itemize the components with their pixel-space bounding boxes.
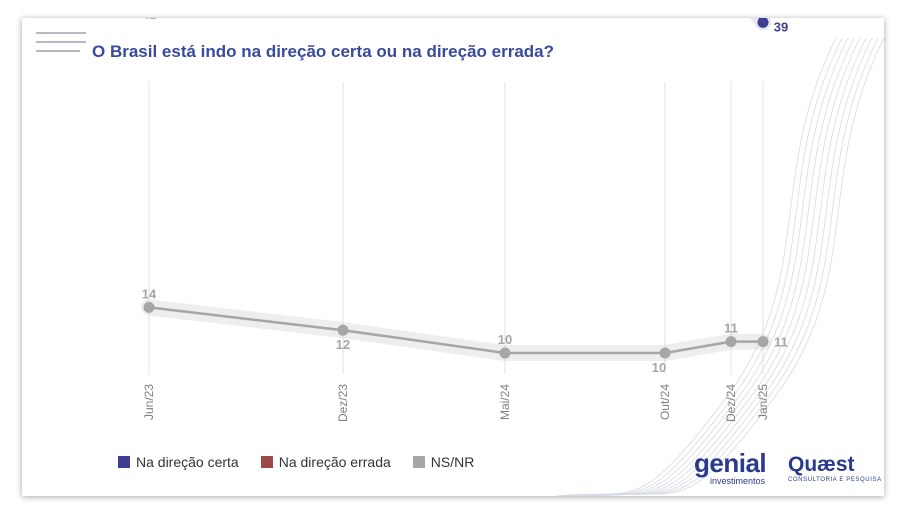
legend-swatch-certa: [118, 456, 130, 468]
data-label: 10: [498, 332, 512, 347]
data-labels: 464541434339414349474650141210101111: [142, 18, 788, 375]
decorative-wave-line: [591, 37, 873, 496]
genial-logo: genial investimentos: [694, 448, 767, 486]
data-label: 11: [774, 335, 788, 350]
quaest-logo: Quæst CONSULTORIA E PESQUISA: [788, 454, 882, 484]
data-label: 39: [774, 19, 788, 34]
genial-logo-main: genial: [694, 448, 767, 478]
x-axis-tick-labels: Jun/23 Dez/23 Mai/24 Out/24 Dez/24 Jan/25: [142, 384, 770, 422]
decorative-wave-line: [573, 37, 855, 496]
decorative-wave-lines: [555, 37, 884, 496]
genial-logo-sub: investimentos: [710, 476, 766, 486]
x-tick-label: Jun/23: [142, 384, 156, 420]
data-label: 11: [724, 321, 738, 336]
x-tick-label: Mai/24: [498, 384, 512, 420]
series-lines: [148, 18, 765, 355]
legend-label-errada: Na direção errada: [278, 454, 391, 470]
line-chart: 464541434339414349474650141210101111 Jun…: [141, 18, 884, 496]
x-tick-label: Dez/23: [336, 384, 350, 422]
decorative-wave-line: [597, 37, 879, 496]
legend: Na direção certa Na direção errada NS/NR: [118, 454, 474, 470]
decorative-wave-line: [555, 37, 837, 496]
series-line-0: [758, 18, 765, 24]
data-label: 41: [142, 18, 156, 22]
data-point: [659, 347, 671, 359]
legend-label-certa: Na direção certa: [136, 454, 239, 470]
slide: O Brasil está indo na direção certa ou n…: [22, 18, 884, 496]
legend-item-certa: Na direção certa: [118, 454, 239, 470]
x-tick-label: Out/24: [658, 384, 672, 420]
legend-item-nsnr: NS/NR: [412, 454, 475, 470]
data-label: 14: [142, 286, 157, 301]
x-tick-label: Jan/25: [756, 384, 770, 420]
data-point: [337, 324, 349, 336]
vertical-gridlines: [148, 82, 764, 374]
data-label: 10: [652, 360, 666, 375]
data-point: [757, 336, 769, 348]
decorative-dots: [36, 32, 86, 52]
chart-title: O Brasil está indo na direção certa ou n…: [92, 42, 554, 61]
quaest-logo-main: Quæst: [788, 453, 855, 476]
confidence-bands: [141, 18, 771, 361]
decorative-wave-line: [579, 37, 861, 496]
legend-item-errada: Na direção errada: [260, 454, 391, 470]
data-points: [143, 18, 769, 359]
legend-label-nsnr: NS/NR: [430, 454, 475, 470]
x-tick-label: Dez/24: [724, 384, 738, 422]
data-label: 12: [336, 337, 350, 352]
data-point: [499, 347, 511, 359]
data-point: [725, 336, 737, 348]
band-0: [750, 18, 771, 31]
decorative-wave-line: [603, 37, 884, 496]
decorative-wave-line: [585, 37, 867, 496]
legend-swatch-nsnr: [412, 456, 425, 468]
data-point: [757, 18, 769, 28]
data-point: [143, 301, 155, 313]
decorative-wave-line: [567, 37, 849, 496]
quaest-logo-sub: CONSULTORIA E PESQUISA: [788, 477, 882, 483]
decorative-wave-line: [561, 37, 843, 496]
legend-swatch-errada: [260, 456, 273, 468]
